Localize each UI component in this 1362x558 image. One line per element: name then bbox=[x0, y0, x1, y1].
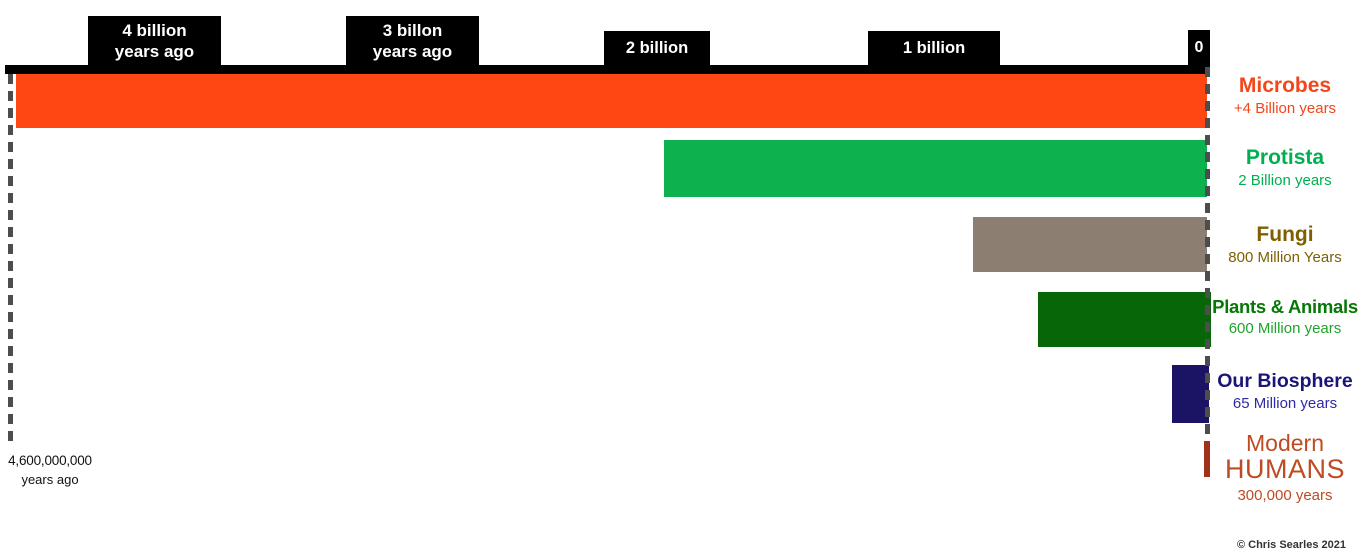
dashed-line-earth-formation bbox=[8, 74, 13, 445]
legend-our-biosphere: Our Biosphere 65 Million years bbox=[1208, 370, 1362, 413]
legend-plants-animals: Plants & Animals 600 Million years bbox=[1208, 296, 1362, 338]
legend-protista: Protista 2 Billion years bbox=[1208, 146, 1362, 189]
legend-title: Protista bbox=[1245, 146, 1325, 169]
origin-label-suffix: years ago bbox=[21, 471, 79, 487]
legend-title: Our Biosphere bbox=[1217, 370, 1353, 392]
axis-tick-label: 1 billion bbox=[902, 39, 966, 58]
legend-title-line2: HUMANS bbox=[1224, 454, 1345, 485]
axis-line bbox=[5, 65, 1210, 74]
origin-label-years: 4,600,000,000 bbox=[8, 453, 92, 468]
legend-title-line1: Modern bbox=[1246, 430, 1324, 456]
axis-tick-label: years ago bbox=[372, 42, 453, 61]
axis-tick-3-billon: 3 billon years ago bbox=[346, 16, 479, 66]
axis-tick-label: years ago bbox=[114, 42, 195, 61]
legend-duration: +4 Billion years bbox=[1233, 100, 1337, 118]
axis-tick-label: 2 billion bbox=[625, 39, 689, 58]
bar-protista bbox=[664, 140, 1207, 197]
axis-tick-label: 0 bbox=[1194, 39, 1204, 56]
dashed-line-present-day bbox=[1205, 67, 1210, 445]
bar-our-biosphere bbox=[1172, 365, 1209, 423]
legend-duration: 300,000 years bbox=[1237, 487, 1333, 505]
origin-label: 4,600,000,000 years ago bbox=[0, 452, 100, 489]
legend-duration: 800 Million Years bbox=[1228, 249, 1342, 267]
axis-tick-zero: 0 bbox=[1188, 30, 1210, 66]
bar-microbes bbox=[16, 74, 1207, 128]
legend-duration: 600 Million years bbox=[1228, 320, 1342, 338]
legend-title: Microbes bbox=[1238, 74, 1332, 97]
credit-text: © Chris Searles 2021 bbox=[1236, 539, 1346, 551]
legend-fungi: Fungi 800 Million Years bbox=[1208, 223, 1362, 266]
legend-duration: 2 Billion years bbox=[1238, 172, 1332, 190]
axis-tick-2-billion: 2 billion bbox=[604, 31, 710, 66]
bar-plants-animals bbox=[1038, 292, 1211, 347]
legend-modern-humans: Modern HUMANS 300,000 years bbox=[1208, 430, 1362, 505]
axis-tick-label: 4 billion bbox=[122, 20, 187, 40]
bar-fungi bbox=[973, 217, 1207, 272]
legend-title: Fungi bbox=[1256, 223, 1314, 246]
axis-tick-label: 3 billon bbox=[382, 20, 443, 40]
legend-title: Plants & Animals bbox=[1212, 296, 1358, 317]
axis-tick-1-billion: 1 billion bbox=[868, 31, 1000, 66]
legend-duration: 65 Million years bbox=[1232, 395, 1338, 413]
bar-modern-humans bbox=[1204, 441, 1210, 477]
axis-tick-4-billion: 4 billion years ago bbox=[88, 16, 221, 66]
legend-microbes: Microbes +4 Billion years bbox=[1208, 74, 1362, 117]
